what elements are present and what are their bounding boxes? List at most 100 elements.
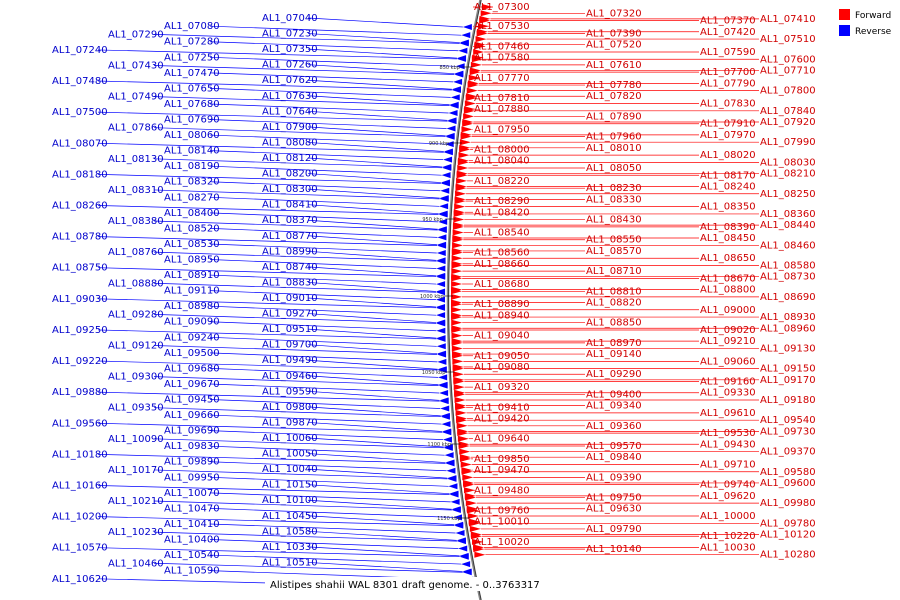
- gene-glyph: [482, 4, 494, 10]
- gene-glyph: [457, 55, 467, 62]
- gene-glyph: [454, 70, 464, 77]
- gene-leader-line: [153, 34, 460, 44]
- gene-label: AL1_07490: [108, 92, 164, 103]
- gene-leader-line: [307, 110, 448, 121]
- gene-label: AL1_07250: [164, 52, 220, 63]
- gene-label: AL1_09710: [700, 459, 756, 470]
- gene-glyph: [436, 335, 446, 342]
- gene-label: AL1_10620: [52, 574, 108, 585]
- gene-label: AL1_09730: [760, 426, 816, 437]
- gene-leader-line: [209, 368, 439, 378]
- gene-label: AL1_09460: [262, 371, 318, 382]
- gene-glyph: [436, 257, 446, 264]
- gene-leader-line: [307, 375, 439, 386]
- scale-tick-label: 950 kbp: [422, 217, 442, 223]
- gene-glyph: [479, 15, 491, 22]
- gene-label: AL1_09800: [262, 402, 318, 413]
- gene-glyph: [458, 47, 468, 54]
- gene-label: AL1_08230: [586, 183, 642, 194]
- gene-label: AL1_09210: [700, 336, 756, 347]
- gene-leader-line: [307, 499, 452, 510]
- gene-label: AL1_07390: [586, 28, 642, 39]
- gene-label: AL1_07970: [700, 130, 756, 141]
- gene-label: AL1_07290: [108, 29, 164, 40]
- gene-label: AL1_07880: [474, 104, 530, 115]
- gene-label: AL1_08970: [586, 338, 642, 349]
- gene-label: AL1_08450: [700, 233, 756, 244]
- gene-label: AL1_07800: [760, 86, 816, 97]
- gene-glyph: [466, 505, 478, 512]
- gene-glyph: [444, 452, 454, 459]
- gene-leader-line: [97, 111, 448, 122]
- gene-leader-line: [307, 142, 444, 152]
- gene-label: AL1_08000: [474, 145, 530, 156]
- gene-label: AL1_09660: [164, 410, 220, 421]
- gene-glyph: [473, 544, 485, 551]
- gene-leader-line: [307, 64, 455, 75]
- scale-tick-label: 850 kbp: [440, 65, 460, 71]
- gene-glyph: [445, 459, 455, 466]
- gene-label: AL1_09430: [700, 439, 756, 450]
- gene-label: AL1_08530: [164, 239, 220, 250]
- gene-glyph: [440, 187, 450, 194]
- gene-leader-line: [209, 88, 451, 98]
- gene-glyph: [456, 422, 468, 429]
- gene-label: AL1_09410: [474, 402, 530, 413]
- gene-glyph: [454, 397, 466, 404]
- gene-glyph: [456, 177, 468, 184]
- gene-label: AL1_07530: [474, 21, 530, 32]
- gene-glyph: [439, 203, 449, 210]
- gene-glyph: [462, 568, 472, 575]
- gene-leader-line: [153, 251, 437, 262]
- gene-leader-line: [209, 461, 447, 472]
- gene-glyph: [444, 141, 454, 148]
- gene-label: AL1_08120: [262, 153, 318, 164]
- gene-label: AL1_09640: [474, 434, 530, 445]
- gene-label: AL1_07690: [164, 115, 220, 126]
- gene-leader-line: [307, 546, 460, 557]
- gene-leader-line: [153, 127, 446, 138]
- gene-glyph: [456, 537, 466, 544]
- gene-leader-line: [209, 103, 449, 114]
- gene-label: AL1_07960: [586, 132, 642, 143]
- gene-glyph: [440, 405, 450, 412]
- gene-label: AL1_08400: [164, 208, 220, 219]
- gene-label: AL1_09030: [52, 294, 108, 305]
- gene-glyph: [452, 242, 464, 249]
- gene-label: AL1_07280: [164, 37, 220, 48]
- gene-leader-line: [97, 485, 450, 495]
- gene-label: AL1_09140: [586, 349, 642, 360]
- gene-label: AL1_09050: [474, 351, 530, 362]
- gene-label: AL1_09340: [586, 401, 642, 412]
- gene-glyph: [449, 101, 459, 108]
- gene-glyph: [436, 319, 446, 326]
- scale-tick-label: 1100 kbp: [427, 442, 451, 448]
- gene-glyph: [439, 397, 449, 404]
- gene-leader-line: [153, 345, 438, 355]
- caption-background: [265, 577, 585, 591]
- gene-glyph: [453, 222, 465, 229]
- gene-glyph: [450, 94, 460, 101]
- gene-label: AL1_07480: [52, 76, 108, 87]
- gene-label: AL1_10120: [760, 530, 816, 541]
- gene-leader-line: [209, 508, 453, 518]
- gene-glyph: [438, 218, 448, 225]
- gene-glyph: [447, 117, 457, 124]
- gene-label: AL1_08740: [262, 262, 318, 273]
- gene-glyph: [453, 209, 465, 216]
- gene-glyph: [451, 319, 463, 326]
- gene-label: AL1_09760: [474, 505, 530, 516]
- gene-label: AL1_09060: [700, 356, 756, 367]
- gene-label: AL1_09950: [164, 472, 220, 483]
- gene-glyph: [439, 389, 449, 396]
- gene-label: AL1_09180: [760, 395, 816, 406]
- gene-label: AL1_08050: [586, 163, 642, 174]
- gene-glyph: [464, 492, 476, 499]
- gene-leader-line: [307, 359, 438, 370]
- gene-label: AL1_08680: [474, 279, 530, 290]
- gene-label: AL1_07080: [164, 21, 220, 32]
- gene-label: AL1_09470: [474, 465, 530, 476]
- gene-glyph: [437, 226, 447, 233]
- gene-glyph: [451, 247, 463, 254]
- gene-leader-line: [307, 219, 438, 230]
